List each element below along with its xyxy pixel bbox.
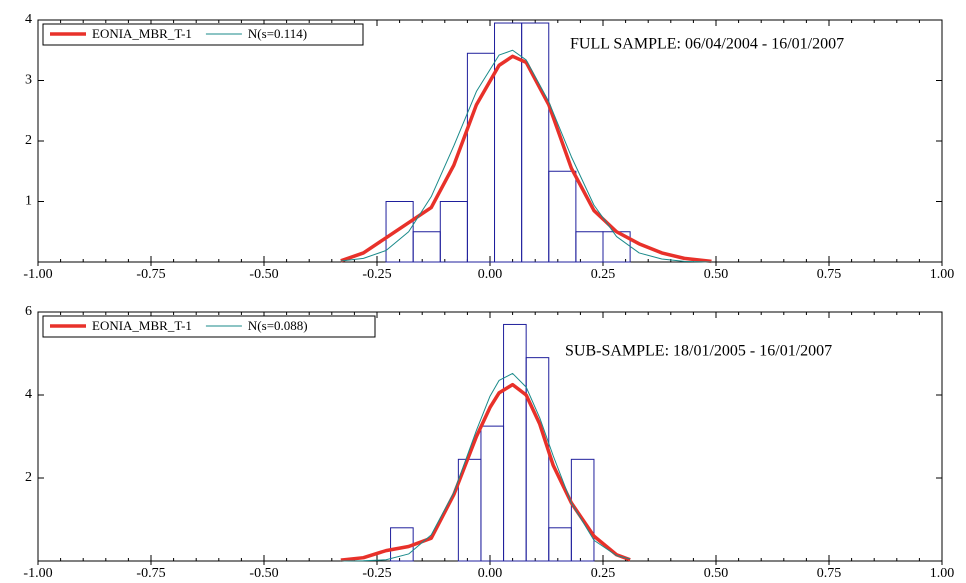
x-tick-label: 0.75 bbox=[817, 267, 842, 282]
density-line bbox=[340, 382, 631, 562]
y-tick-label: 3 bbox=[25, 73, 32, 88]
y-tick-label: 2 bbox=[25, 133, 32, 148]
histogram-bar bbox=[480, 425, 505, 562]
x-tick-label: 1.00 bbox=[930, 566, 955, 581]
y-tick-label: 4 bbox=[25, 12, 32, 27]
x-tick-label: 0.00 bbox=[478, 566, 503, 581]
histogram-bar bbox=[570, 458, 595, 562]
x-tick-label: 0.25 bbox=[591, 267, 616, 282]
x-tick-label: 1.00 bbox=[930, 267, 955, 282]
histogram-bar bbox=[575, 231, 604, 263]
histogram-bar bbox=[525, 357, 550, 562]
legend-box bbox=[42, 23, 364, 46]
x-tick-label: 0.50 bbox=[704, 566, 729, 581]
histogram-bar bbox=[548, 527, 572, 562]
histogram-bar bbox=[548, 170, 577, 263]
histogram-bar bbox=[439, 201, 468, 263]
y-tick-label: 2 bbox=[25, 470, 32, 485]
histogram-bar bbox=[412, 231, 441, 263]
x-tick-label: -0.50 bbox=[249, 566, 278, 581]
x-tick-label: -0.25 bbox=[362, 566, 391, 581]
histogram-bar bbox=[503, 323, 527, 562]
x-tick-label: -0.75 bbox=[136, 566, 165, 581]
x-tick-label: -1.00 bbox=[23, 566, 52, 581]
histogram-bar bbox=[521, 22, 550, 263]
x-tick-label: 0.50 bbox=[704, 267, 729, 282]
x-tick-label: -0.50 bbox=[249, 267, 278, 282]
annotation: FULL SAMPLE: 06/04/2004 - 16/01/2007 bbox=[570, 36, 844, 53]
x-tick-label: -0.25 bbox=[362, 267, 391, 282]
x-tick-label: -1.00 bbox=[23, 267, 52, 282]
density-line bbox=[340, 372, 631, 562]
legend-label: N(s=0.114) bbox=[248, 26, 307, 41]
legend-label: EONIA_MBR_T-1 bbox=[92, 26, 192, 41]
density-line bbox=[340, 54, 712, 264]
legend-label: N(s=0.088) bbox=[248, 318, 308, 333]
legend-label: EONIA_MBR_T-1 bbox=[92, 318, 192, 333]
x-tick-label: 0.75 bbox=[817, 566, 842, 581]
density-line bbox=[340, 49, 712, 263]
y-tick-label: 6 bbox=[25, 304, 32, 319]
x-tick-label: -0.75 bbox=[136, 267, 165, 282]
y-tick-label: 4 bbox=[25, 387, 32, 402]
annotation: SUB-SAMPLE: 18/01/2005 - 16/01/2007 bbox=[565, 343, 832, 360]
x-tick-label: 0.00 bbox=[478, 267, 503, 282]
x-tick-label: 0.25 bbox=[591, 566, 616, 581]
y-tick-label: 1 bbox=[25, 194, 32, 209]
plot-frame bbox=[37, 19, 943, 263]
